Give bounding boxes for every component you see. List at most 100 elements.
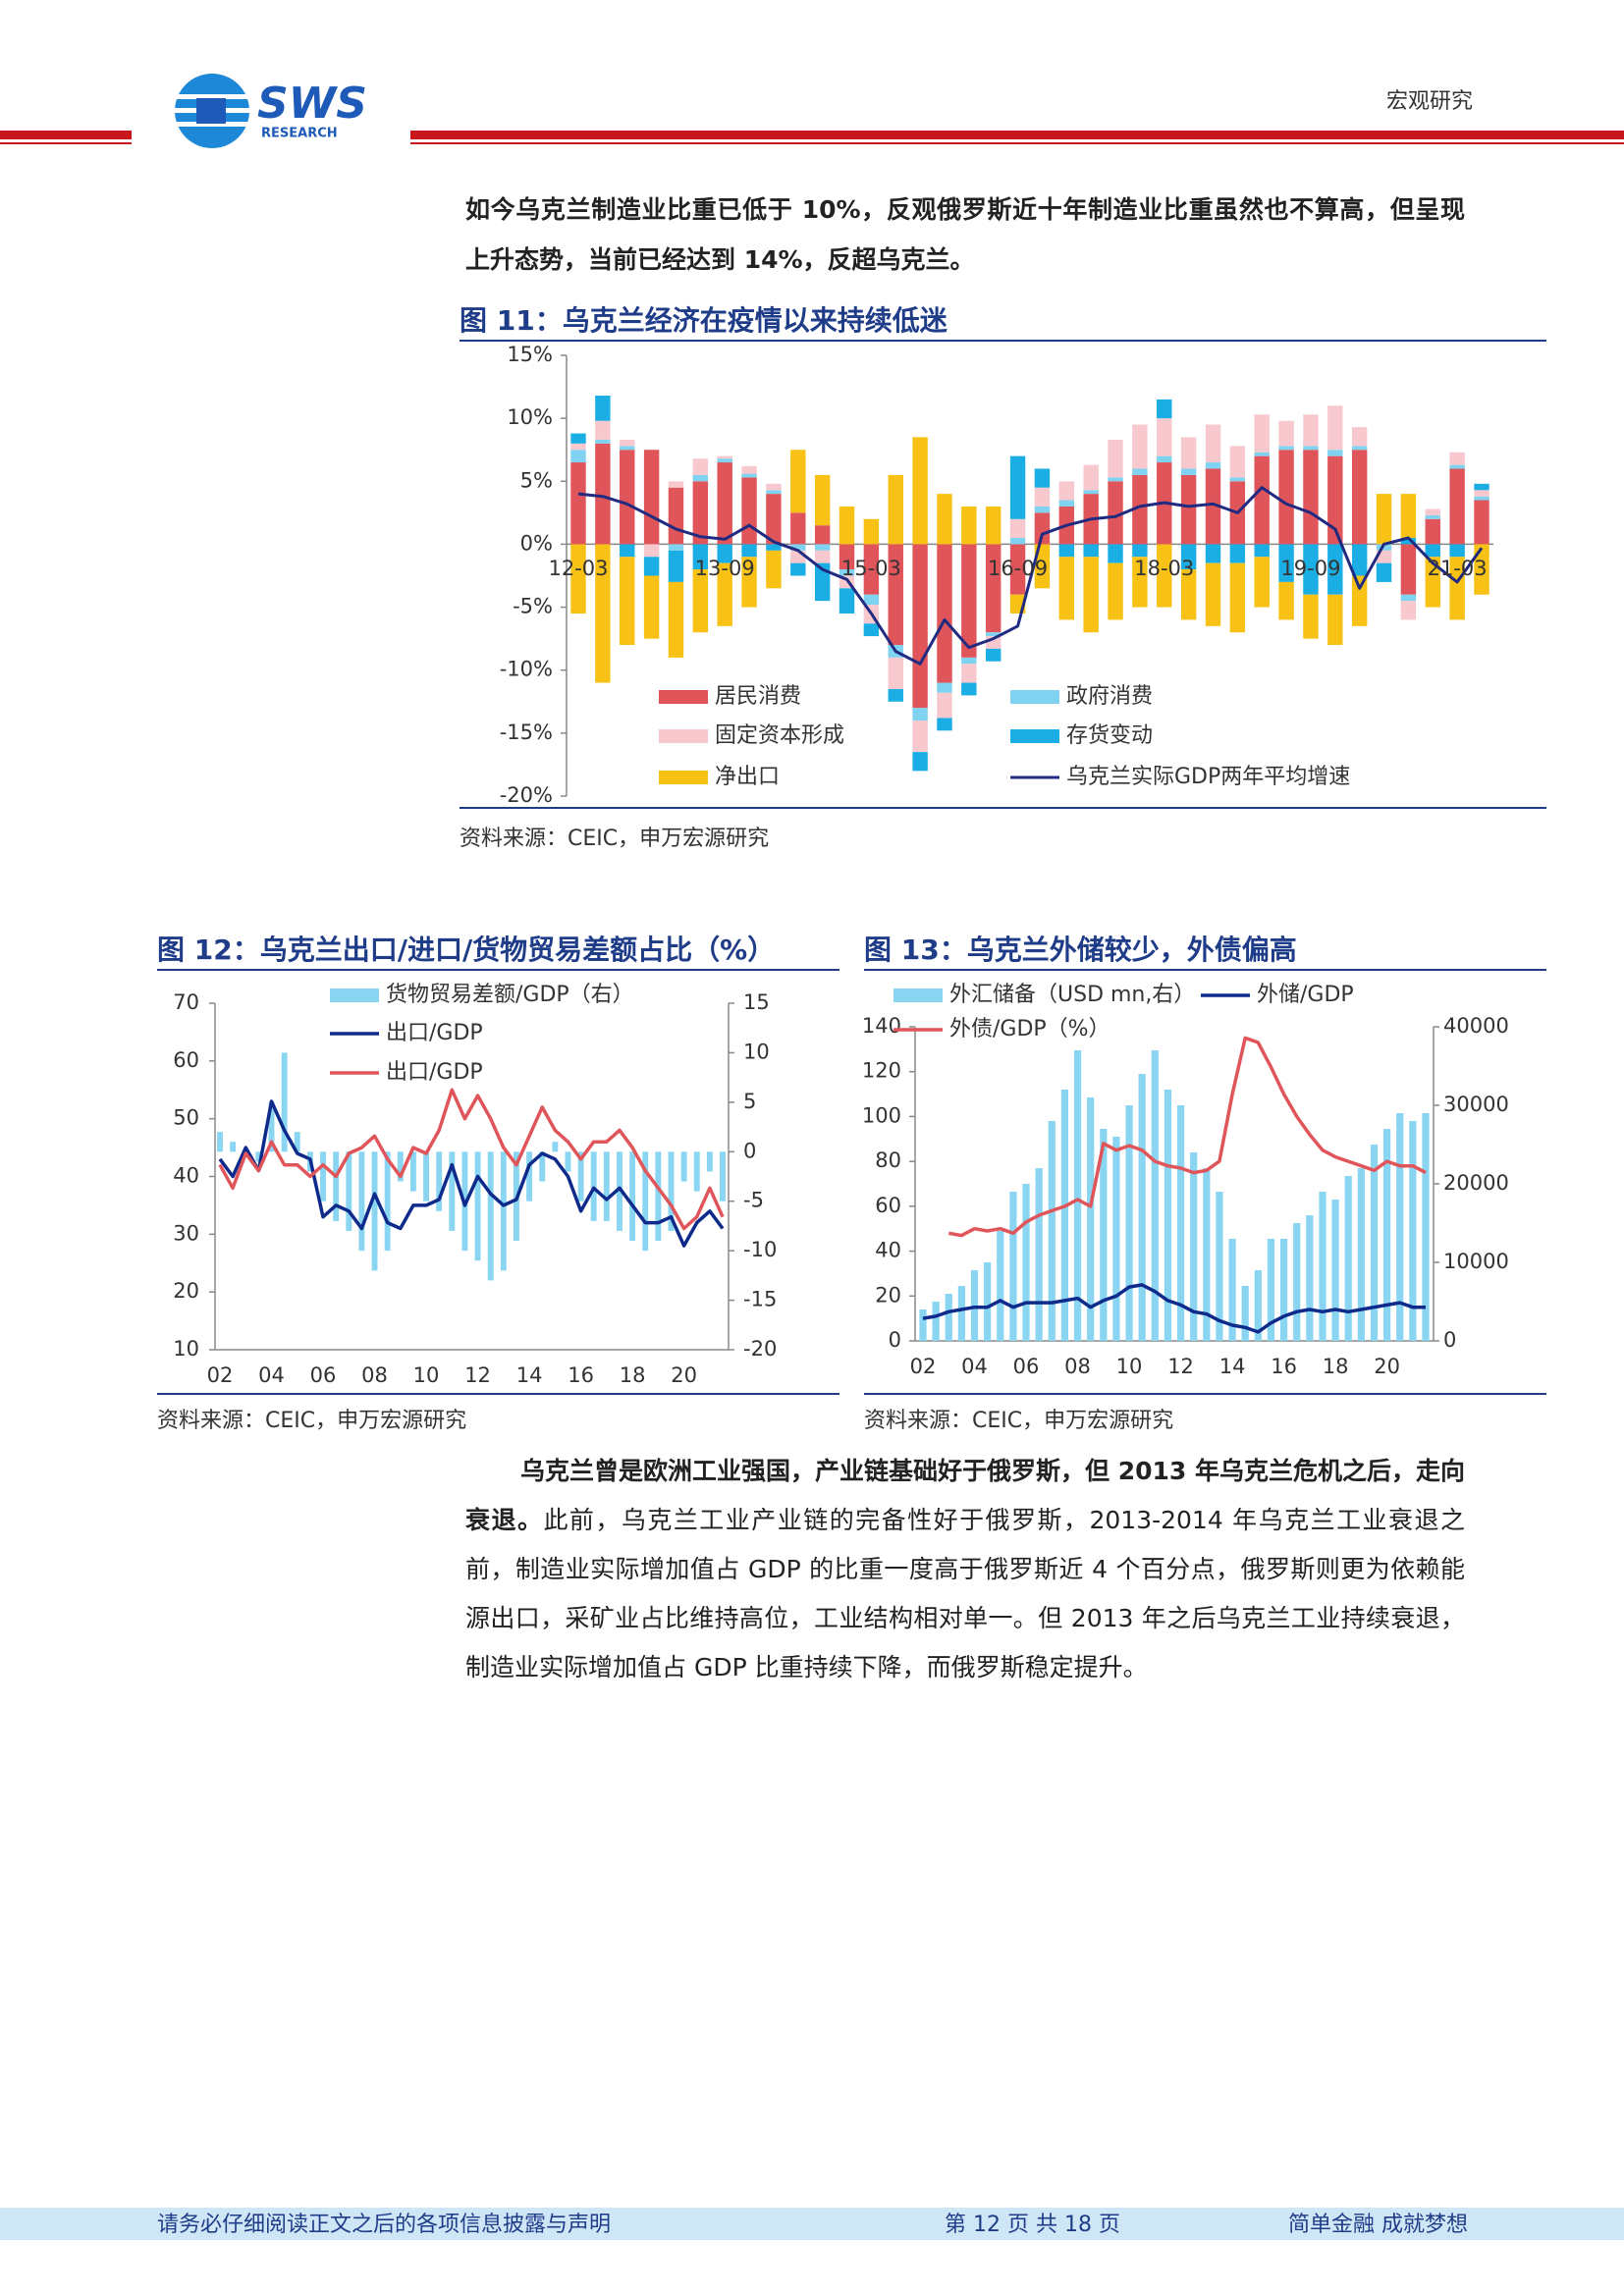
x-tick-label: 14 xyxy=(516,1363,543,1387)
bar xyxy=(863,518,880,545)
bar xyxy=(1151,1050,1159,1341)
y-tick-label: 20 xyxy=(173,1279,199,1303)
bar xyxy=(1205,462,1221,469)
bar xyxy=(814,474,831,526)
bar xyxy=(1087,1097,1095,1341)
body-paragraph: 乌克兰曾是欧洲工业强国，产业链基础好于俄罗斯，但 2013 年乌克兰危机之后，走… xyxy=(465,1447,1465,1692)
y-tick-label: 10 xyxy=(173,1337,199,1361)
bar xyxy=(1164,1090,1172,1341)
footer-band xyxy=(0,2208,1624,2240)
bar xyxy=(1190,1152,1198,1341)
bar xyxy=(474,1151,481,1261)
legend-label: 存货变动 xyxy=(1066,723,1153,748)
footer-slogan: 简单金融 成就梦想 xyxy=(1288,2213,1468,2237)
bar xyxy=(294,1132,300,1152)
bar xyxy=(1254,414,1270,453)
bar xyxy=(985,506,1001,545)
bar xyxy=(839,588,855,614)
bar xyxy=(1132,474,1148,545)
logo: SWS RESEARCH xyxy=(175,74,367,148)
x-tick-label: 16 xyxy=(568,1363,594,1387)
y-tick-label: 0 xyxy=(1443,1328,1456,1352)
bar xyxy=(570,462,586,545)
x-tick-label: 12 xyxy=(1167,1355,1194,1378)
bar xyxy=(570,443,586,451)
legend-swatch xyxy=(330,988,379,1002)
legend-label: 外债/GDP（%） xyxy=(949,1017,1110,1041)
bar xyxy=(1344,1176,1352,1341)
legend-label: 出口/GDP xyxy=(386,1021,483,1045)
bar xyxy=(1073,1050,1082,1341)
bar xyxy=(1254,557,1270,608)
y-tick-label: -5% xyxy=(513,595,553,618)
y-tick-label: 30 xyxy=(173,1221,199,1245)
footer-disclaimer: 请务必仔细阅读正文之后的各项信息披露与声明 xyxy=(157,2213,611,2237)
bar xyxy=(1376,494,1392,545)
y-tick-label: 5 xyxy=(743,1090,756,1113)
bar xyxy=(1022,1184,1030,1341)
bar xyxy=(1303,594,1319,639)
x-tick-label: 16-09 xyxy=(988,557,1048,580)
bar xyxy=(1449,464,1465,469)
bar xyxy=(1319,1192,1326,1341)
bar xyxy=(717,544,732,563)
y-tick-label: 0 xyxy=(889,1328,901,1352)
bar xyxy=(1383,1129,1391,1341)
bar xyxy=(1205,544,1221,563)
bar xyxy=(668,481,684,488)
bar xyxy=(1034,468,1051,488)
bar xyxy=(888,474,903,545)
y-tick-label: 70 xyxy=(173,990,199,1014)
bar xyxy=(1278,544,1294,582)
legend-swatch xyxy=(893,988,943,1002)
x-tick-label: 10 xyxy=(1116,1355,1143,1378)
logo-core xyxy=(196,98,226,124)
bar xyxy=(790,562,806,576)
bar xyxy=(1058,481,1075,501)
bar xyxy=(436,1151,443,1211)
legend-swatch xyxy=(1010,690,1059,704)
bar xyxy=(766,483,782,491)
bar xyxy=(1058,500,1075,507)
x-tick-label: 12 xyxy=(464,1363,491,1387)
bar xyxy=(1229,562,1246,633)
bar xyxy=(595,443,611,545)
bar xyxy=(1009,544,1026,595)
y-tick-label: 0% xyxy=(520,531,553,555)
x-tick-label: 04 xyxy=(961,1355,988,1378)
bar xyxy=(937,692,952,719)
bar xyxy=(961,657,977,665)
bar xyxy=(1278,581,1294,620)
bar xyxy=(1449,468,1465,545)
y-tick-label: 60 xyxy=(875,1194,901,1217)
bar xyxy=(766,550,782,589)
bar xyxy=(1474,544,1489,595)
bar xyxy=(620,439,635,447)
bar xyxy=(961,544,977,658)
bar xyxy=(1083,557,1099,633)
bar xyxy=(1009,538,1026,545)
y-tick-label: -10% xyxy=(500,658,553,681)
bar xyxy=(629,1151,636,1242)
intro-paragraph: 如今乌克兰制造业比重已低于 10%，反观俄罗斯近十年制造业比重虽然也不算高，但呈… xyxy=(465,195,1465,274)
bar xyxy=(863,623,880,637)
bar xyxy=(1254,544,1270,558)
y-tick-label: 0 xyxy=(743,1139,756,1162)
bar xyxy=(1180,544,1197,570)
legend-label: 外储/GDP xyxy=(1257,983,1354,1007)
bar xyxy=(1351,446,1368,451)
bar xyxy=(1125,1105,1133,1341)
bar xyxy=(668,544,684,551)
y-tick-label: 10 xyxy=(743,1040,770,1063)
bar xyxy=(1108,562,1123,620)
bar xyxy=(888,544,903,646)
x-tick-label: 10 xyxy=(413,1363,440,1387)
bar xyxy=(1474,500,1489,545)
bar xyxy=(1449,557,1465,620)
bar xyxy=(552,1142,559,1152)
bar xyxy=(1474,496,1489,501)
bar xyxy=(1100,1129,1108,1341)
bar xyxy=(1060,1090,1069,1341)
bar xyxy=(912,721,928,753)
